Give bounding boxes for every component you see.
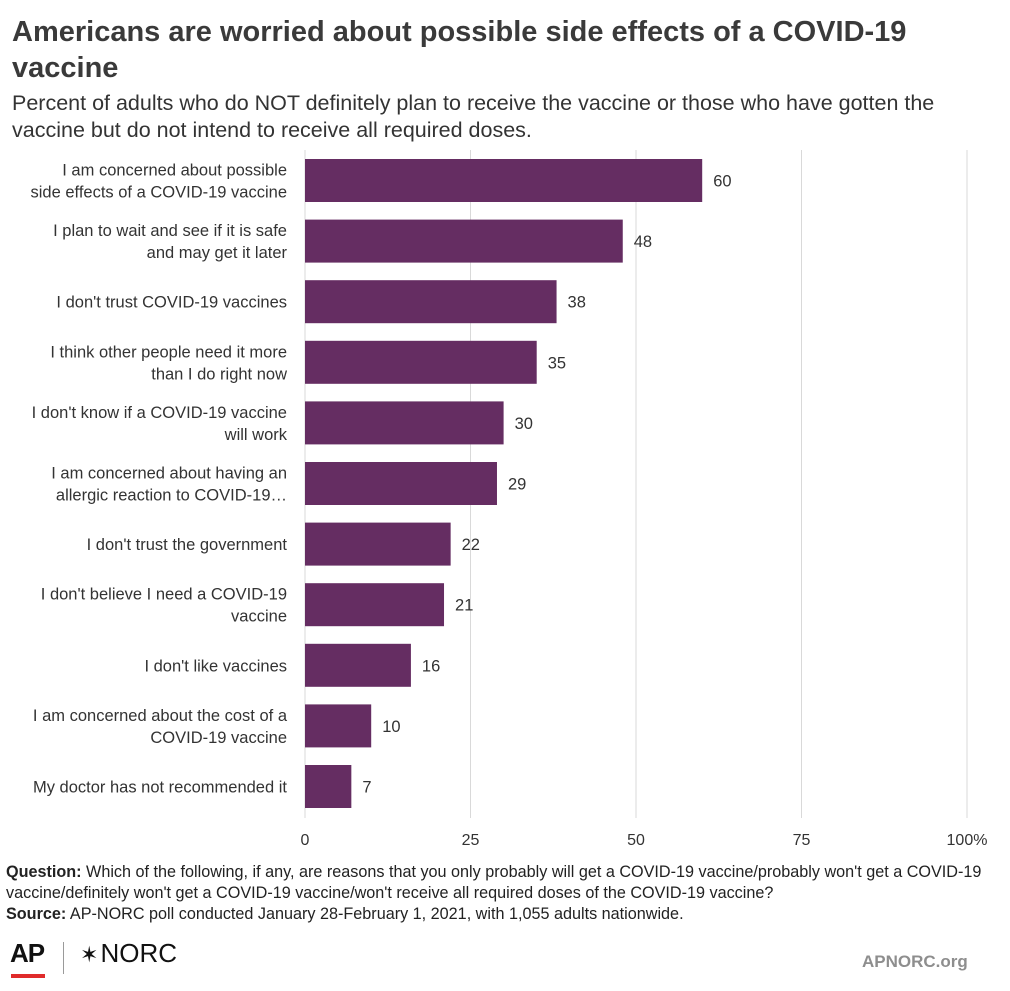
data-label: 7 <box>362 779 371 797</box>
data-label: 16 <box>422 657 440 675</box>
source-text: AP-NORC poll conducted January 28-Februa… <box>69 905 684 923</box>
data-label: 30 <box>515 415 533 433</box>
data-label: 21 <box>455 597 473 615</box>
bar <box>305 643 411 687</box>
source-label: Source: <box>6 905 67 923</box>
category-label: I am concerned about possible side effect… <box>31 162 287 202</box>
category-label: I don't trust COVID-19 vaccines <box>56 294 287 312</box>
bar <box>305 704 372 748</box>
logo-divider <box>63 942 64 974</box>
norc-logo: ✶NORC <box>80 938 177 969</box>
bar <box>305 765 352 808</box>
category-label: I plan to wait and see if it is safe and … <box>53 222 287 262</box>
category-label: My doctor has not recommended it <box>33 779 287 797</box>
bar <box>305 522 451 566</box>
data-label: 60 <box>713 173 731 191</box>
bar <box>305 340 537 384</box>
data-label: 10 <box>382 718 400 736</box>
bar <box>305 583 445 627</box>
star-icon: ✶ <box>80 942 99 967</box>
x-tick-label: 0 <box>301 832 310 849</box>
category-label: I think other people need it more than I … <box>50 343 287 383</box>
x-tick-label: 75 <box>793 832 811 849</box>
category-label: I am concerned about the cost of a COVID-… <box>33 707 288 747</box>
bar <box>305 159 703 202</box>
norc-logo-text: NORC <box>100 938 177 968</box>
category-label: I don't like vaccines <box>144 657 287 675</box>
category-label: I don't trust the government <box>87 536 288 554</box>
bar-chart: 0 25 50 75 100% 60 I am concerned about possib… <box>31 150 988 849</box>
data-label: 22 <box>462 536 480 554</box>
bar <box>305 401 504 445</box>
category-label: I am concerned about having an allergic r… <box>51 465 287 505</box>
ap-logo: AP <box>10 938 45 968</box>
bar <box>305 280 557 324</box>
footnote: Question: Which of the following, if any… <box>6 862 1001 925</box>
bar <box>305 462 497 505</box>
x-tick-label: 50 <box>627 832 645 849</box>
chart-subtitle: Percent of adults who do NOT definitely … <box>12 91 935 142</box>
data-label: 35 <box>548 354 566 372</box>
ap-logo-underline <box>11 974 45 978</box>
question-label: Question: <box>6 863 82 881</box>
data-label: 29 <box>508 476 526 494</box>
chart-title: Americans are worried about possible sid… <box>12 16 907 84</box>
x-tick-label: 25 <box>462 832 480 849</box>
data-label: 38 <box>568 294 586 312</box>
bar <box>305 219 623 263</box>
site-link[interactable]: APNORC.org <box>862 952 968 971</box>
data-label: 48 <box>634 233 652 251</box>
category-label: I don't believe I need a COVID-19 vaccine <box>41 586 287 626</box>
x-tick-label: 100% <box>947 832 988 849</box>
category-label: I don't know if a COVID-19 vaccine will w… <box>32 404 288 444</box>
question-text: Which of the following, if any, are reas… <box>6 863 982 902</box>
